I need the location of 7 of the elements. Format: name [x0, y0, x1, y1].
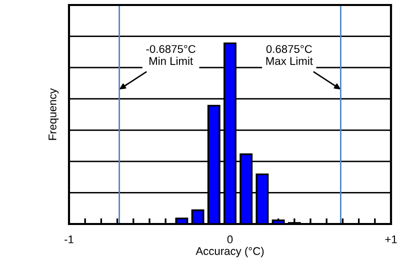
x-tick-label: -1: [64, 236, 74, 244]
x-tick-label: +1: [385, 236, 397, 244]
ref-line-label: -0.6875°C Min Limit: [146, 45, 196, 65]
ref-line-label: 0.6875°C Max Limit: [266, 45, 313, 65]
x-tick-label: 0: [227, 235, 233, 244]
y-axis-title: Frequency: [48, 88, 59, 140]
x-axis-title: Accuracy (°C): [196, 246, 264, 258]
